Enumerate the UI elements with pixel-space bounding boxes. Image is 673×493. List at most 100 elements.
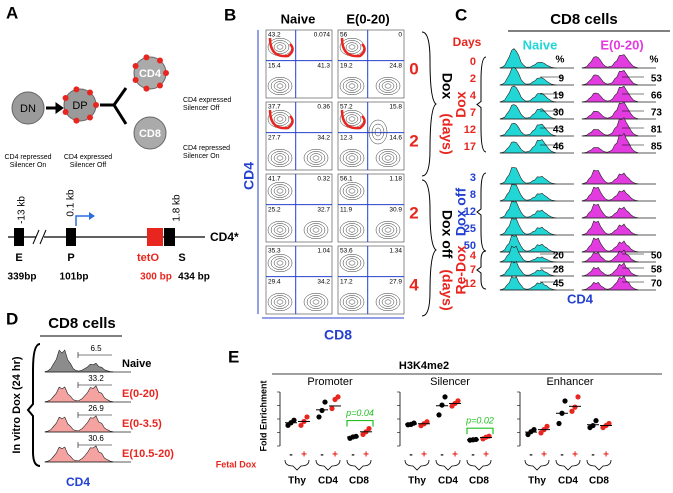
panel-label: C (455, 5, 467, 24)
dot-plus (569, 408, 575, 414)
contour (309, 153, 323, 163)
percent-value: 26.9 (88, 404, 104, 413)
cd4-dot (73, 86, 80, 93)
bracket (421, 31, 437, 177)
contour (342, 151, 362, 165)
contour (345, 186, 359, 196)
percent-value: 6.5 (90, 344, 102, 353)
gene-element (66, 228, 76, 246)
histogram (499, 85, 557, 103)
brace (555, 459, 581, 471)
group-label: Dox off (453, 188, 469, 237)
percent-value: 9 (558, 74, 564, 85)
quadrant-value: 1.04 (317, 248, 330, 255)
histogram (499, 260, 557, 277)
contour (270, 223, 290, 237)
bracket (476, 56, 487, 153)
fork-arrow (100, 87, 128, 125)
dot-minus (411, 420, 417, 426)
group-label: CD4 (558, 476, 578, 487)
contour (303, 148, 329, 168)
dot-minus (593, 418, 599, 424)
histogram (44, 385, 114, 403)
histogram (581, 237, 639, 253)
quadrant-value: 34.2 (317, 134, 330, 141)
day-label: 12 (464, 124, 476, 136)
contour (270, 256, 290, 270)
contour (342, 256, 362, 270)
dot-minus (439, 402, 445, 408)
bracket (476, 250, 487, 290)
contour (339, 292, 365, 312)
contour (381, 225, 395, 235)
column-title: Naive (523, 37, 558, 52)
sign: + (363, 450, 369, 461)
cell-caption: CD4 repressed (183, 145, 230, 152)
day-label: 3 (470, 172, 476, 184)
cell-caption: CD4 repressed (4, 154, 51, 161)
cell-label: DN (20, 103, 36, 115)
quadrant-value: 19.2 (340, 62, 353, 69)
quadrant-value: 1.34 (389, 248, 402, 255)
quadrant-value: 1.18 (389, 176, 402, 183)
percent-value: 30.6 (88, 434, 104, 443)
panel-title: CD8 cells (48, 315, 116, 332)
brace (346, 459, 372, 471)
percent-value: 73 (651, 108, 663, 119)
contour (267, 148, 293, 168)
contour (348, 44, 356, 50)
histogram (499, 167, 557, 185)
day-label: 4 (409, 275, 419, 294)
histogram (581, 220, 639, 236)
group-label: CD4 (318, 476, 338, 487)
day-label: 2 (409, 203, 418, 222)
quadrant-value: 0.32 (317, 176, 330, 183)
dot-plus (575, 394, 581, 400)
quadrant-value: 17.2 (340, 278, 353, 285)
cell-caption: Silencer On (10, 162, 47, 169)
bracket (476, 172, 487, 252)
significance-bracket (346, 419, 374, 427)
gene-element (147, 228, 163, 246)
percent-value: 50 (651, 251, 663, 262)
contour (312, 155, 320, 161)
quadrant-value: 30.9 (389, 206, 402, 213)
group-label: Thy (528, 476, 546, 487)
contour (303, 220, 329, 240)
histogram (581, 85, 639, 103)
contour (345, 153, 359, 163)
day-label: 12 (464, 278, 476, 290)
histogram (499, 245, 557, 263)
contour (378, 223, 398, 237)
histogram (499, 218, 557, 236)
contour (378, 295, 398, 309)
day-label: 2 (409, 131, 418, 150)
percent-value: 33.2 (88, 374, 104, 383)
contour (348, 155, 356, 161)
contour (342, 295, 362, 309)
contour (276, 155, 284, 161)
quadrant-value: 24.8 (389, 62, 402, 69)
axis-label: Fold Enrichment (258, 380, 268, 451)
sign: + (301, 450, 307, 461)
dot-minus (531, 427, 537, 433)
day-label: 4 (470, 250, 477, 262)
break-mark (32, 229, 47, 245)
contour (273, 114, 287, 124)
cd4-dot (163, 70, 169, 76)
contour (267, 220, 293, 240)
histogram (581, 54, 639, 69)
tss-arrow-head (89, 212, 95, 220)
cd4-dot (143, 54, 150, 61)
brace (466, 459, 492, 471)
day-label: 8 (470, 189, 476, 201)
p-value: p=0.02 (465, 416, 494, 426)
contour (375, 292, 401, 312)
contour (339, 148, 365, 168)
histogram (44, 349, 114, 373)
element-size: 300 bp (140, 272, 172, 283)
subplot-title: Silencer (430, 376, 470, 388)
brace (524, 459, 550, 471)
contour (342, 184, 362, 198)
quadrant-value: 0 (398, 32, 402, 39)
